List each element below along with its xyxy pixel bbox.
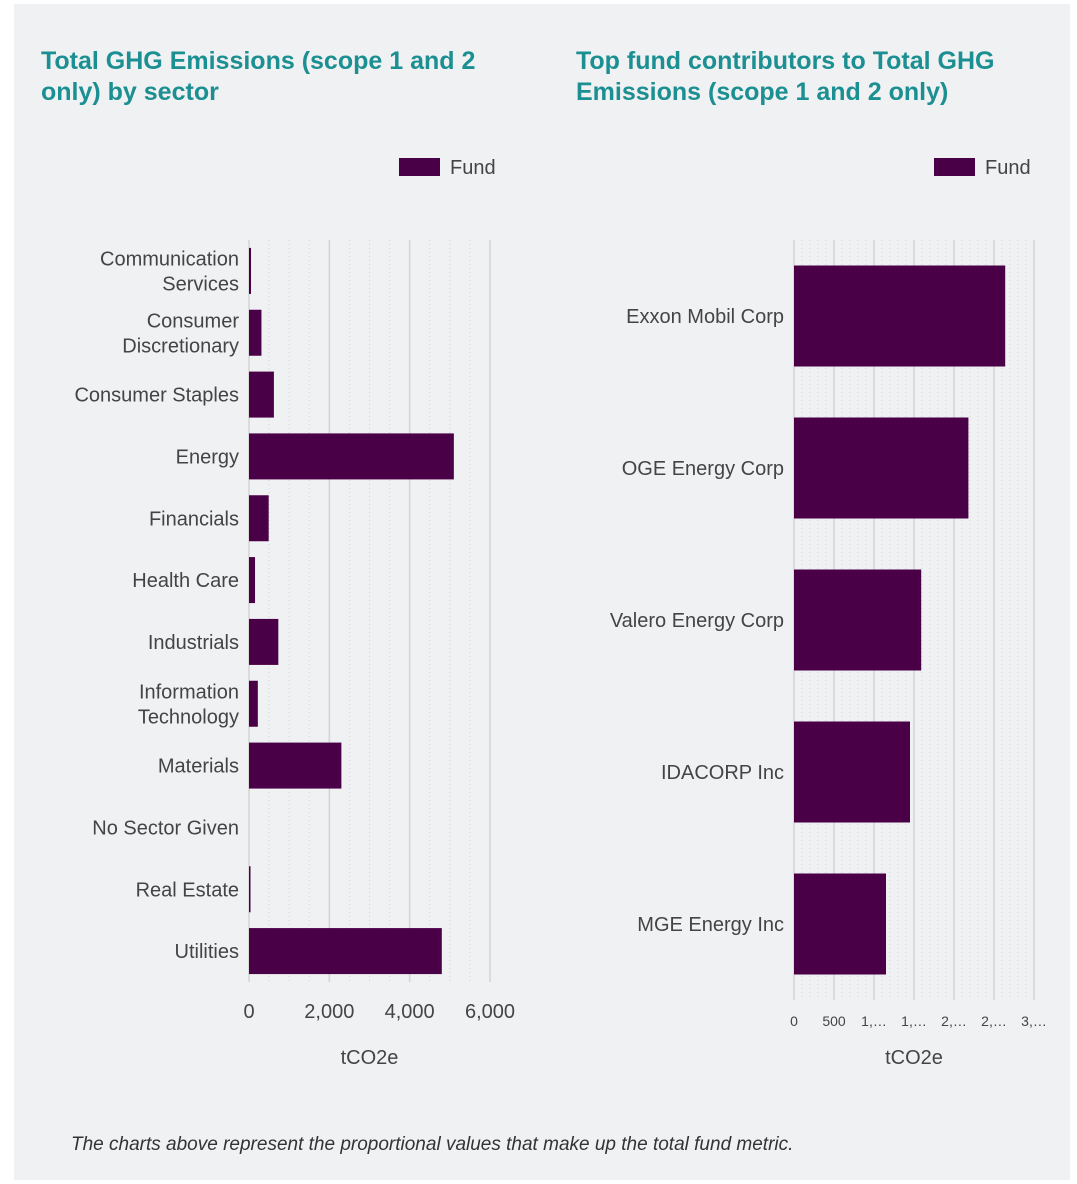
x-tick-label: 2,… [981, 1013, 1007, 1029]
legend-label: Fund [450, 157, 496, 179]
x-tick-label: 1,… [901, 1013, 927, 1029]
legend-swatch [934, 158, 975, 176]
bar-real-estate [249, 866, 251, 913]
category-label: No Sector Given [92, 817, 239, 839]
x-tick-label: 6,000 [465, 1001, 515, 1023]
x-tick-label: 4,000 [385, 1001, 435, 1023]
category-label: Energy [176, 446, 239, 468]
category-label: IDACORP Inc [661, 762, 784, 784]
bar-energy [249, 433, 454, 480]
x-axis-title: tCO2e [341, 1047, 399, 1069]
bar-communication-services [249, 247, 252, 294]
sector-emissions-chart: 0 2,000 4,000 6,000 Communication Services Con… [74, 157, 515, 1069]
legend-swatch [399, 158, 440, 176]
x-tick-label: 2,… [941, 1013, 967, 1029]
x-tick-label: 3,… [1021, 1013, 1047, 1029]
bar-mge-energy-inc [794, 873, 886, 975]
sector-chart-title: Total GHG Emissions (scope 1 and 2 only)… [41, 47, 476, 106]
category-label: Industrials [148, 632, 239, 654]
category-label: Utilities [175, 941, 239, 963]
contributors-chart-title: Top fund contributors to Total GHG Emiss… [576, 47, 995, 106]
category-label: Valero Energy Corp [610, 610, 784, 632]
category-label: Exxon Mobil Corp [626, 306, 784, 328]
bar-valero-energy-corp [794, 569, 922, 671]
bar-health-care [249, 557, 256, 604]
bar-information-technology [249, 680, 258, 727]
category-label: Consumer Discretionary [122, 310, 239, 357]
x-axis-title: tCO2e [885, 1047, 943, 1069]
x-tick-label: 0 [243, 1001, 254, 1023]
x-tick-label: 2,000 [304, 1001, 354, 1023]
bar-financials [249, 495, 269, 542]
top-contributors-chart: 0 500 1,… 1,… 2,… 2,… 3,… Exxon Mobil Corp OGE E… [610, 157, 1047, 1069]
bar-utilities [249, 928, 442, 975]
footnote: The charts above represent the proportio… [71, 1134, 794, 1155]
bar-idacorp-inc [794, 721, 910, 823]
category-label: Health Care [132, 570, 239, 592]
category-label: OGE Energy Corp [622, 458, 784, 480]
bar-consumer-discretionary [249, 309, 262, 356]
bar-consumer-staples [249, 371, 274, 418]
legend-label: Fund [985, 157, 1031, 179]
category-label: Real Estate [136, 879, 239, 901]
category-label: Information Technology [138, 681, 239, 728]
x-tick-label: 500 [822, 1013, 846, 1029]
category-label: MGE Energy Inc [637, 914, 784, 936]
chart-panel: Total GHG Emissions (scope 1 and 2 only)… [14, 4, 1070, 1180]
bar-oge-energy-corp [794, 417, 969, 519]
x-tick-label: 0 [790, 1013, 798, 1029]
category-label: Materials [158, 756, 239, 778]
bar-materials [249, 742, 342, 789]
x-tick-label: 1,… [861, 1013, 887, 1029]
category-label: Consumer Staples [74, 385, 239, 407]
category-label: Communication Services [100, 248, 239, 295]
bar-exxon-mobil-corp [794, 265, 1006, 367]
category-label: Financials [149, 508, 239, 530]
bar-industrials [249, 618, 279, 665]
